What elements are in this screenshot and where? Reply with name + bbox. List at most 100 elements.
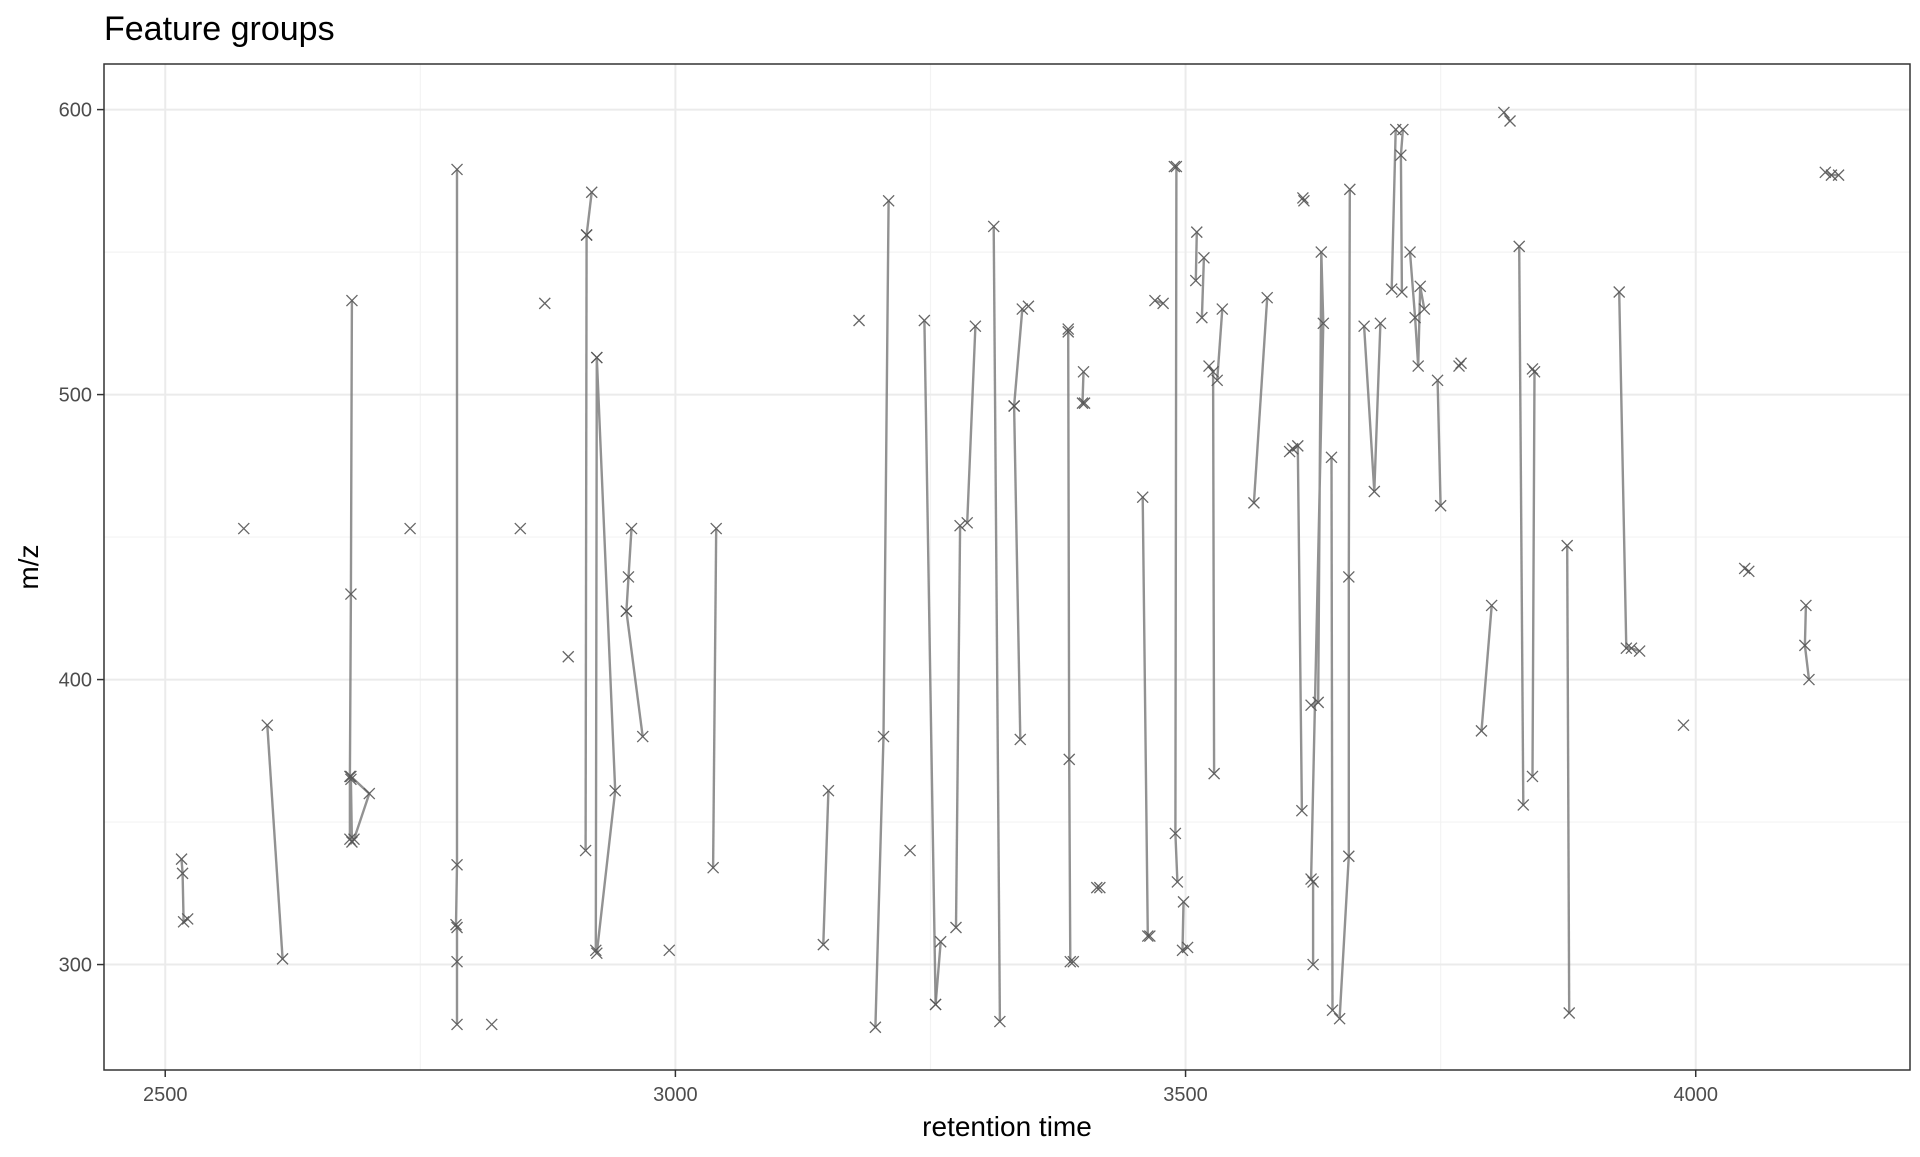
feature-group-line (1174, 165, 1179, 882)
feature-point (1190, 226, 1203, 239)
feature-point (882, 194, 895, 207)
feature-point (1305, 699, 1318, 712)
feature-group-line (1565, 545, 1571, 1014)
feature-point (1526, 770, 1539, 783)
grid-layer (104, 64, 1910, 1070)
feature-point (176, 867, 189, 880)
feature-point (345, 294, 358, 307)
group-lines-layer (180, 111, 1839, 1028)
feature-point (1513, 240, 1526, 253)
feature-point (1008, 400, 1021, 412)
feature-group-line (1618, 291, 1641, 653)
feature-point (707, 861, 720, 874)
feature-group-line (1066, 329, 1074, 963)
feature-point (1385, 283, 1398, 296)
x-tick-label: 3500 (1163, 1084, 1208, 1106)
chart-title: Feature groups (104, 10, 335, 48)
feature-point (485, 1018, 498, 1031)
points-layer (175, 106, 1845, 1034)
feature-point (1295, 804, 1308, 817)
feature-point (1528, 365, 1541, 378)
feature-point (1063, 753, 1076, 766)
feature-point (1136, 491, 1149, 504)
feature-point (904, 844, 917, 857)
feature-point (1368, 485, 1381, 498)
feature-point (1307, 875, 1320, 888)
feature-point (877, 730, 890, 743)
feature-point (1170, 160, 1183, 173)
feature-point (276, 952, 289, 965)
feature-point (969, 320, 982, 333)
feature-point (1819, 166, 1832, 179)
feature-point (1396, 123, 1409, 136)
feature-point (1832, 169, 1845, 182)
feature-group-line (1194, 232, 1198, 281)
feature-point (1434, 499, 1447, 512)
feature-point (451, 858, 463, 871)
feature-point (580, 229, 593, 241)
feature-group-line (585, 192, 593, 236)
feature-point (950, 921, 962, 934)
feature-point (1798, 639, 1811, 652)
feature-group-line (1531, 368, 1536, 777)
y-tick-label: 300 (59, 955, 92, 977)
feature-group-line (1408, 252, 1426, 367)
feature-group-line (1216, 309, 1224, 381)
feature-group-line (992, 226, 1002, 1022)
feature-point (562, 650, 575, 663)
feature-point (1177, 895, 1190, 908)
feature-point (1620, 642, 1633, 655)
feature-point (450, 918, 462, 931)
feature-point (1326, 1004, 1339, 1017)
feature-point (538, 297, 551, 310)
feature-group-line (584, 234, 588, 851)
feature-point (1563, 1007, 1576, 1019)
feature-group-line (625, 528, 633, 612)
feature-point (1475, 724, 1488, 737)
feature-point (1157, 297, 1170, 310)
feature-point (853, 314, 866, 327)
feature-group-line (1362, 323, 1382, 492)
feature-point (261, 719, 274, 732)
feature-point (987, 220, 1000, 233)
feature-point (1799, 599, 1812, 612)
feature-point (1077, 365, 1090, 378)
feature-point (918, 314, 931, 327)
feature-group-line (1012, 308, 1024, 407)
x-tick-label: 4000 (1673, 1084, 1718, 1106)
y-axis-title: m/z (13, 544, 44, 589)
feature-point (1561, 539, 1574, 552)
feature-point (929, 998, 942, 1011)
feature-point (1216, 303, 1229, 316)
feature-group-line (954, 525, 962, 928)
feature-point (1168, 160, 1181, 173)
feature-point (1297, 194, 1310, 207)
panel-border (103, 63, 1911, 1071)
feature-point (1197, 251, 1210, 264)
feature-point (1358, 320, 1371, 333)
feature-point (1291, 439, 1304, 452)
feature-point (1374, 317, 1387, 330)
feature-point (1148, 294, 1161, 307)
feature-group-line (1338, 189, 1352, 1019)
feature-point (1418, 303, 1431, 316)
feature-point (1090, 881, 1103, 894)
feature-point (514, 522, 527, 535)
feature-point (1171, 875, 1184, 888)
feature-point (1307, 958, 1320, 971)
y-tick-label: 600 (59, 100, 92, 122)
feature-point (1141, 930, 1154, 943)
feature-group-line (923, 320, 937, 1005)
feature-point (181, 912, 194, 925)
feature-point (1633, 645, 1646, 658)
feature-point (1742, 565, 1755, 578)
feature-point (954, 519, 967, 532)
feature-point (1296, 191, 1309, 204)
feature-point (1504, 115, 1516, 127)
feature-point (363, 787, 376, 800)
x-tick-label: 3000 (653, 1084, 698, 1106)
feature-point (1211, 374, 1224, 387)
feature-point (590, 351, 603, 364)
feature-point (404, 522, 417, 535)
